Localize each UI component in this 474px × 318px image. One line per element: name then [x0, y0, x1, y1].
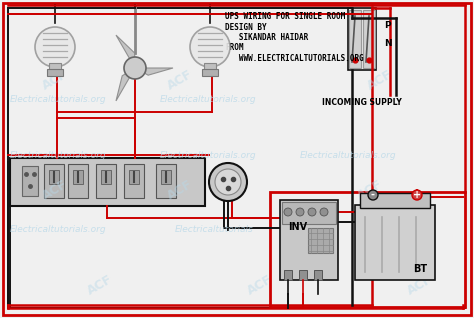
- Text: Electricaltutorials.org: Electricaltutorials.org: [10, 95, 107, 105]
- Text: Electricaltutorials.org: Electricaltutorials.org: [10, 225, 107, 234]
- Bar: [204, 63, 216, 71]
- Text: N: N: [384, 38, 392, 47]
- Text: SIKANDAR HAIDAR: SIKANDAR HAIDAR: [225, 33, 308, 42]
- Bar: [202, 69, 218, 76]
- Circle shape: [412, 190, 422, 200]
- Bar: [47, 69, 63, 76]
- Text: ACF: ACF: [405, 273, 435, 297]
- Text: FROM: FROM: [225, 44, 244, 52]
- Circle shape: [284, 208, 292, 216]
- Bar: [348, 8, 376, 70]
- Text: WWW.ELECTRICALTUTORIALS.ORG: WWW.ELECTRICALTUTORIALS.ORG: [225, 54, 364, 63]
- Circle shape: [124, 57, 146, 79]
- Text: ACF: ACF: [40, 177, 70, 203]
- Text: +: +: [413, 190, 421, 200]
- Bar: [349, 10, 361, 68]
- Bar: [129, 170, 139, 184]
- Text: P: P: [384, 22, 391, 31]
- Circle shape: [215, 169, 241, 195]
- Circle shape: [320, 208, 328, 216]
- Text: Electricaltutorials.org: Electricaltutorials.org: [160, 150, 256, 160]
- Bar: [360, 193, 430, 208]
- Text: -: -: [371, 190, 375, 200]
- Polygon shape: [116, 68, 135, 101]
- Polygon shape: [116, 35, 135, 68]
- Bar: [355, 205, 435, 280]
- Bar: [308, 228, 333, 253]
- Bar: [44, 164, 64, 198]
- Bar: [299, 270, 307, 280]
- Text: UPS WIRING FOR SINGLE ROOM: UPS WIRING FOR SINGLE ROOM: [225, 12, 345, 21]
- Bar: [314, 270, 322, 280]
- Bar: [363, 10, 375, 68]
- Text: ACF: ACF: [365, 67, 395, 93]
- Bar: [161, 170, 171, 184]
- Bar: [22, 166, 38, 196]
- Bar: [280, 200, 338, 280]
- Bar: [49, 170, 59, 184]
- Polygon shape: [135, 68, 173, 75]
- Circle shape: [35, 27, 75, 67]
- Bar: [156, 164, 176, 198]
- Text: BT: BT: [413, 264, 427, 274]
- Bar: [124, 164, 144, 198]
- Text: ACF: ACF: [165, 177, 195, 203]
- Text: Electricaltutorials.org: Electricaltutorials.org: [160, 95, 256, 105]
- Text: Electricaltutorials.org: Electricaltutorials.org: [10, 150, 107, 160]
- Text: ACF: ACF: [40, 67, 70, 93]
- Text: DESIGN BY: DESIGN BY: [225, 23, 266, 31]
- Bar: [96, 164, 116, 198]
- Text: INCOMING SUPPLY: INCOMING SUPPLY: [322, 98, 402, 107]
- Bar: [10, 158, 205, 206]
- Bar: [49, 63, 61, 71]
- Circle shape: [190, 27, 230, 67]
- Text: Electricaltutorials: Electricaltutorials: [175, 225, 254, 234]
- Text: Electricaltutorials.org: Electricaltutorials.org: [300, 150, 397, 160]
- Text: ACF: ACF: [85, 273, 115, 297]
- Circle shape: [296, 208, 304, 216]
- Bar: [270, 192, 465, 307]
- Text: INV: INV: [288, 222, 307, 232]
- Text: ACF: ACF: [355, 177, 385, 203]
- Bar: [101, 170, 111, 184]
- Bar: [282, 202, 336, 224]
- Text: ACF: ACF: [245, 273, 275, 297]
- Circle shape: [209, 163, 247, 201]
- Bar: [73, 170, 83, 184]
- Circle shape: [368, 190, 378, 200]
- Text: ACF: ACF: [165, 67, 195, 93]
- Circle shape: [308, 208, 316, 216]
- Bar: [284, 270, 292, 280]
- Bar: [68, 164, 88, 198]
